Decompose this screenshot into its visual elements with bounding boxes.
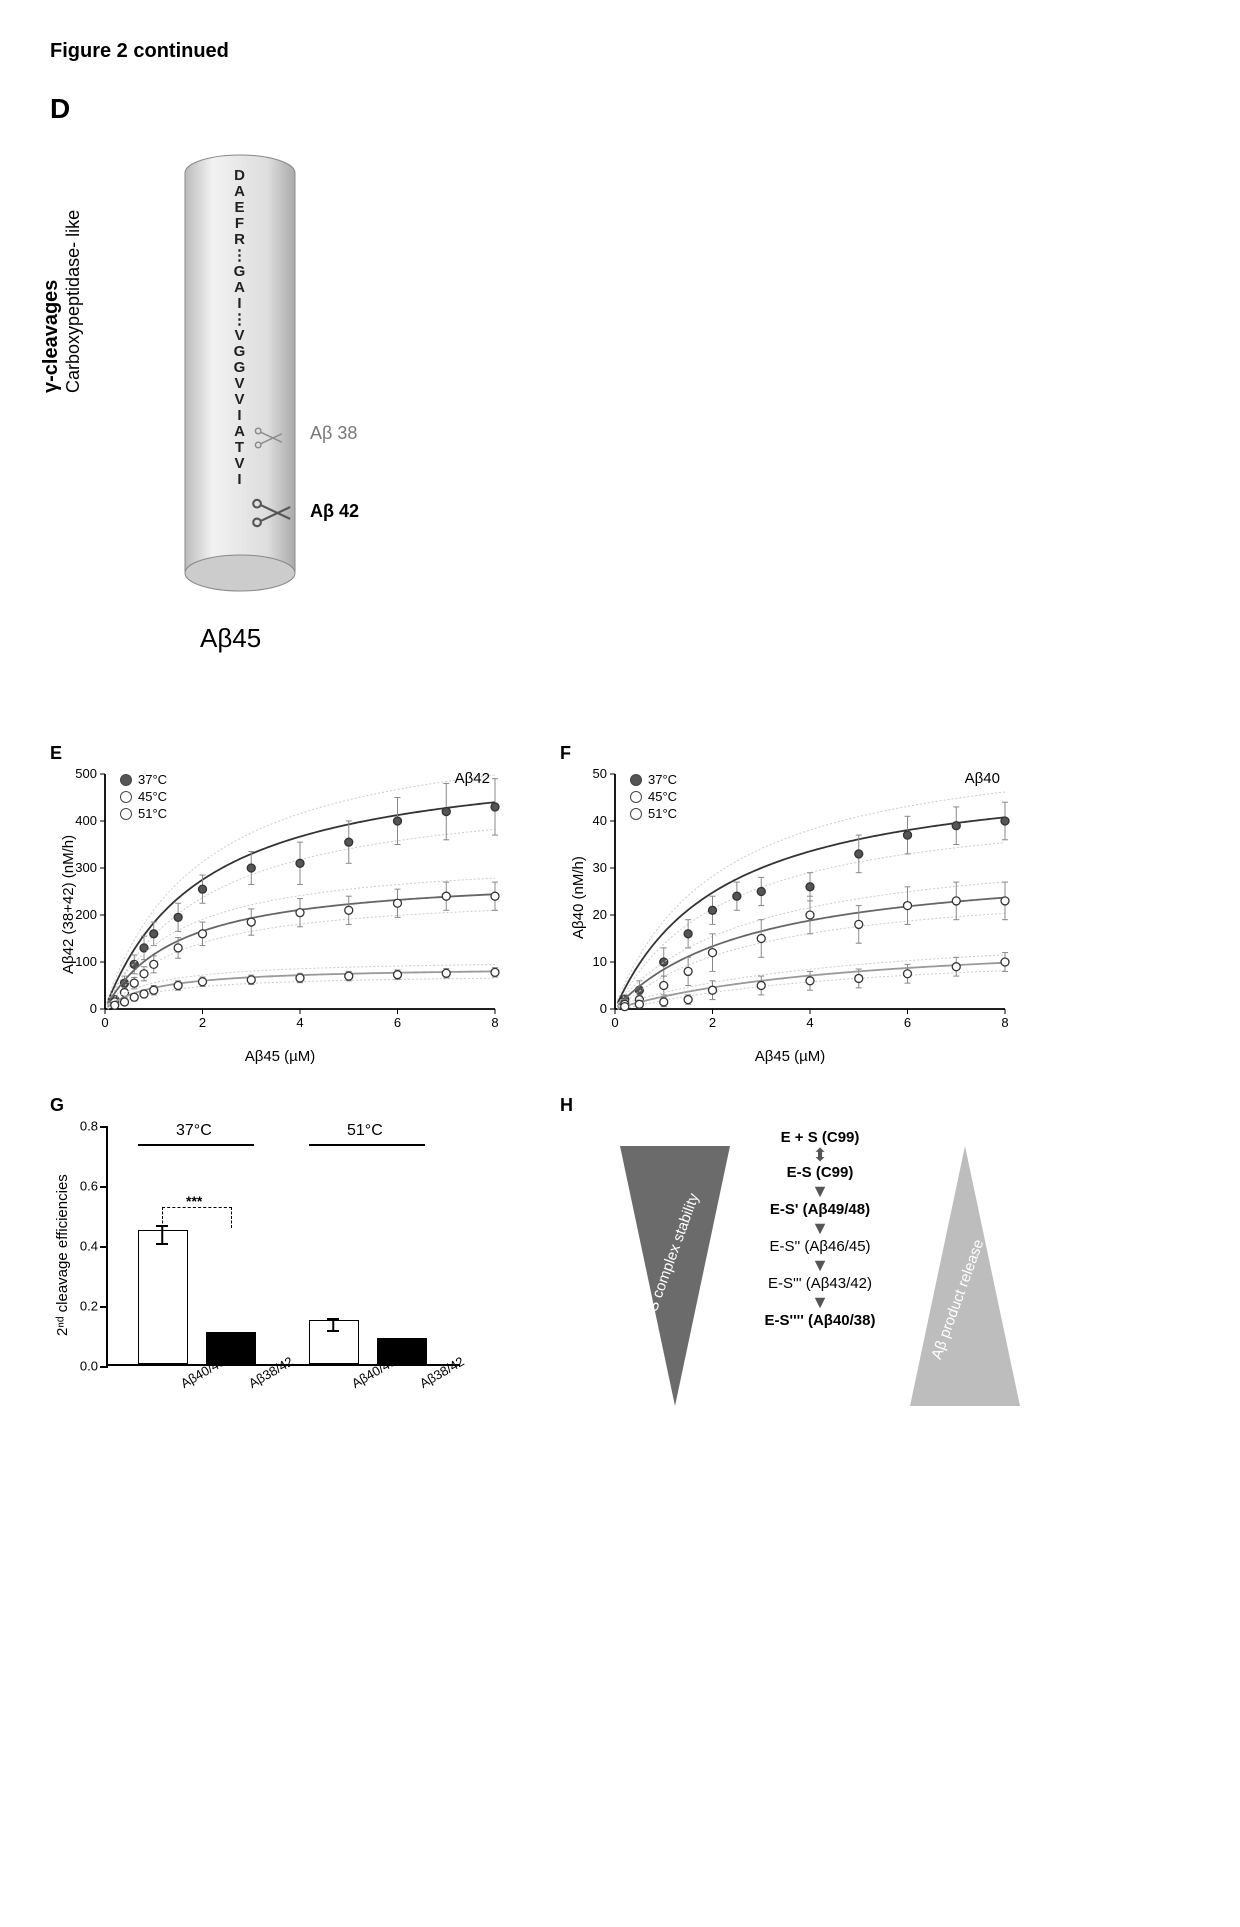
flow-step: E-S'''' (Aβ40/38)	[730, 1312, 910, 1329]
flow-step: E-S (C99)	[730, 1164, 910, 1181]
svg-text:20: 20	[593, 907, 607, 922]
right-triangle: Aβ product release	[910, 1146, 1020, 1406]
bar	[377, 1338, 427, 1364]
legend-item: 51°C	[120, 806, 167, 821]
flow-step: E + S (C99)	[730, 1129, 910, 1146]
chart-g-area: 0.00.20.40.60.837°CAβ40/43Aβ38/42***51°C…	[106, 1126, 460, 1366]
svg-text:0: 0	[611, 1015, 618, 1030]
bar	[206, 1332, 256, 1364]
panel-f: F Aβ40 (nM/h) 0 10 20 30 40 50 0 2 4 6 8 37°C 45°C 5…	[560, 743, 1020, 1065]
chart-g: 2ⁿᵈ cleavage efficiencies 0.00.20.40.60.…	[50, 1116, 470, 1416]
svg-text:6: 6	[394, 1015, 401, 1030]
flow-column: E + S (C99) ⬍ E-S (C99) ▼ E-S' (Aβ49/48) ▼ E-S…	[730, 1126, 910, 1332]
flow-arrow-icon: ▼	[730, 1295, 910, 1309]
panel-e-label: E	[50, 743, 510, 764]
flow-step: E-S''' (Aβ43/42)	[730, 1275, 910, 1292]
bar	[309, 1320, 359, 1364]
svg-text:400: 400	[75, 813, 97, 828]
svg-text:2: 2	[709, 1015, 716, 1030]
flow-arrow-icon: ▼	[730, 1258, 910, 1272]
legend-item: 37°C	[120, 772, 167, 787]
flow-arrow-icon: ▼	[730, 1221, 910, 1235]
chart-e-title: Aβ42	[455, 770, 490, 787]
panel-e: E Aβ42 (38+42) (nM/h) 0 100 200 300 400 500 0 2…	[50, 743, 510, 1065]
svg-text:8: 8	[1001, 1015, 1008, 1030]
svg-text:0: 0	[101, 1015, 108, 1030]
panel-h-label: H	[560, 1095, 573, 1116]
legend-item: 45°C	[630, 789, 677, 804]
panel-f-label: F	[560, 743, 1020, 764]
ytick-label: 0.6	[80, 1179, 108, 1194]
svg-text:0: 0	[90, 1001, 97, 1016]
cut42-label: Aβ 42	[310, 501, 359, 522]
panel-g: G 2ⁿᵈ cleavage efficiencies 0.00.20.40.6…	[50, 1095, 510, 1416]
figure-title: Figure 2 continued	[50, 40, 1190, 63]
flow-step: E-S'' (Aβ46/45)	[730, 1238, 910, 1255]
chart-e-ylabel: Aβ42 (38+42) (nM/h)	[60, 835, 77, 974]
svg-text:4: 4	[296, 1015, 303, 1030]
panel-d-diagram: γ-cleavages Carboxypeptidase- like	[50, 133, 470, 713]
ytick-label: 0.2	[80, 1299, 108, 1314]
side-text-bottom: Carboxypeptidase- like	[63, 210, 84, 393]
error-bar	[332, 1318, 334, 1330]
peptide-sequence: D A E F R ⋮ G A I ⋮ V G G V V I A T V I	[232, 168, 247, 488]
flow-step: E-S' (Aβ49/48)	[730, 1201, 910, 1218]
flow-arrow-icon: ⬍	[730, 1149, 910, 1161]
svg-text:50: 50	[593, 766, 607, 781]
panel-h-diagram: E-S complex stability Aβ product release…	[560, 1116, 1020, 1416]
bar	[138, 1230, 188, 1364]
legend-item: 51°C	[630, 806, 677, 821]
group-temp-label: 51°C	[347, 1122, 383, 1140]
chart-f-svg: 0 10 20 30 40 50 0 2 4 6 8	[560, 764, 1020, 1044]
cut38-label: Aβ 38	[310, 423, 357, 444]
significance-stars: ***	[186, 1193, 202, 1209]
substrate-label: Aβ45	[200, 623, 261, 654]
legend-item: 37°C	[630, 772, 677, 787]
chart-e-legend: 37°C 45°C 51°C	[120, 772, 167, 823]
chart-g-ylabel: 2ⁿᵈ cleavage efficiencies	[54, 1174, 71, 1336]
panel-g-label: G	[50, 1095, 510, 1116]
chart-e: Aβ42 (38+42) (nM/h) 0 100 200 300 400 500 0 2 4 6…	[50, 764, 510, 1065]
ytick-label: 0.0	[80, 1359, 108, 1374]
chart-e-xlabel: Aβ45 (µM)	[50, 1048, 510, 1065]
panel-h: H E-S complex stability Aβ product relea…	[560, 1095, 1060, 1416]
svg-text:200: 200	[75, 907, 97, 922]
svg-text:300: 300	[75, 860, 97, 875]
svg-text:8: 8	[491, 1015, 498, 1030]
svg-text:40: 40	[593, 813, 607, 828]
chart-f-xlabel: Aβ45 (µM)	[560, 1048, 1020, 1065]
svg-text:500: 500	[75, 766, 97, 781]
svg-text:2: 2	[199, 1015, 206, 1030]
svg-text:0: 0	[600, 1001, 607, 1016]
bottom-row: G 2ⁿᵈ cleavage efficiencies 0.00.20.40.6…	[50, 1095, 1190, 1416]
svg-text:6: 6	[904, 1015, 911, 1030]
legend-item: 45°C	[120, 789, 167, 804]
svg-text:100: 100	[75, 954, 97, 969]
ytick-label: 0.4	[80, 1239, 108, 1254]
flow-arrow-icon: ▼	[730, 1184, 910, 1198]
side-text-top: γ-cleavages	[40, 280, 62, 393]
svg-text:10: 10	[593, 954, 607, 969]
panel-d-label: D	[50, 93, 1190, 125]
chart-f-title: Aβ40	[965, 770, 1000, 787]
svg-text:30: 30	[593, 860, 607, 875]
kinetics-row: E Aβ42 (38+42) (nM/h) 010020030040050002…	[50, 743, 1190, 1065]
chart-f-ylabel: Aβ40 (nM/h)	[570, 856, 587, 939]
chart-f: Aβ40 (nM/h) 0 10 20 30 40 50 0 2 4 6 8 37°C 45°C 51°…	[560, 764, 1020, 1065]
left-triangle: E-S complex stability	[620, 1146, 730, 1406]
chart-e-svg: 0 100 200 300 400 500 0 2 4 6 8	[50, 764, 510, 1044]
cleavage-side-label: γ-cleavages Carboxypeptidase- like	[40, 210, 84, 393]
chart-f-legend: 37°C 45°C 51°C	[630, 772, 677, 823]
ytick-label: 0.8	[80, 1119, 108, 1134]
panel-d: D γ-cleavages Carboxypeptidase- like	[50, 93, 1190, 713]
group-temp-label: 37°C	[176, 1122, 212, 1140]
svg-text:4: 4	[806, 1015, 813, 1030]
